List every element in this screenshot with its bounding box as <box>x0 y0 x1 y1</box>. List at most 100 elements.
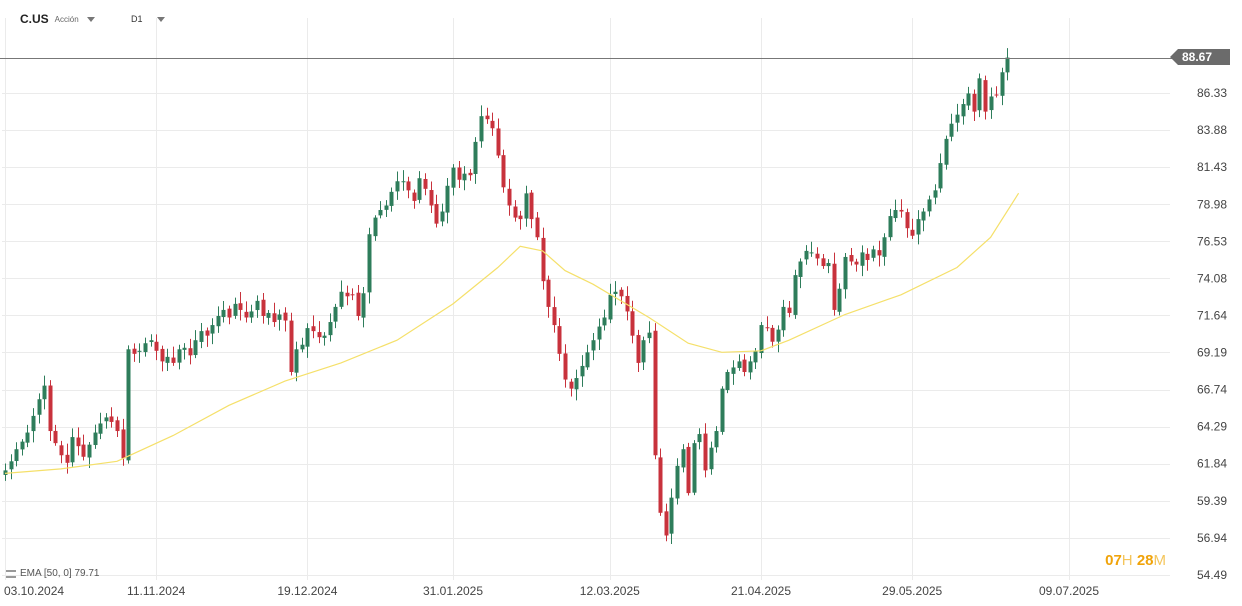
candle-body <box>686 446 691 494</box>
candle-body <box>261 299 266 316</box>
candle-body <box>384 205 389 210</box>
y-tick-label: 59.39 <box>1197 494 1227 508</box>
candle <box>115 416 120 437</box>
candle <box>440 203 445 227</box>
candle-body <box>401 181 406 183</box>
candle <box>994 86 999 98</box>
y-tick-label: 86.33 <box>1197 86 1227 100</box>
candle <box>787 300 792 318</box>
candle <box>14 442 19 467</box>
y-tick-label: 83.88 <box>1197 123 1227 137</box>
candle-body <box>345 292 350 297</box>
candle <box>132 343 137 362</box>
candle <box>339 280 344 310</box>
candle-body <box>154 341 159 351</box>
candle <box>406 176 411 199</box>
candle-body <box>955 114 960 123</box>
candle <box>479 105 484 148</box>
candle <box>557 317 562 362</box>
candle-body <box>658 457 663 513</box>
candle <box>249 304 254 323</box>
candle-body <box>630 311 635 336</box>
candle-body <box>132 348 137 354</box>
candle-body <box>748 361 753 373</box>
symbol-dropdown-icon[interactable] <box>86 16 95 22</box>
candle-body <box>317 332 322 338</box>
candle-body <box>916 219 921 235</box>
countdown-hours: 07 <box>1105 552 1122 569</box>
candle <box>294 341 299 382</box>
candle-body <box>322 335 327 338</box>
chart-header: C.US Acción <box>20 10 95 28</box>
candle <box>524 185 529 227</box>
candle-body <box>641 340 646 363</box>
candle <box>81 434 86 461</box>
candle <box>137 343 142 363</box>
candle <box>104 413 109 429</box>
x-tick-label: 31.01.2025 <box>423 584 483 598</box>
indicator-legend[interactable]: EMA [50, 0] 79.71 <box>6 568 100 579</box>
candle-body <box>227 308 232 318</box>
candle-body <box>972 93 977 112</box>
x-tick-label: 11.11.2024 <box>127 584 186 598</box>
timeframe-selector[interactable]: D1 <box>131 14 165 24</box>
candle <box>636 329 641 373</box>
candle-body <box>765 327 770 329</box>
timeframe-dropdown-icon[interactable] <box>156 16 165 22</box>
candle <box>165 348 170 371</box>
candle <box>311 315 316 339</box>
candle-body <box>675 465 680 499</box>
candle <box>832 252 837 316</box>
indicator-icon[interactable] <box>6 569 16 578</box>
candle-body <box>513 206 518 218</box>
candle <box>591 333 596 361</box>
candle <box>798 258 803 289</box>
candle-body <box>804 250 809 260</box>
candle-body <box>451 167 456 188</box>
candle <box>725 369 730 394</box>
candle-body <box>625 295 630 312</box>
candle-body <box>815 253 820 259</box>
candle-body <box>473 141 478 174</box>
candle <box>563 344 568 388</box>
candle-body <box>557 326 562 354</box>
candle-body <box>737 361 742 368</box>
candle <box>193 330 198 359</box>
candle <box>423 173 428 196</box>
candle <box>205 327 210 347</box>
candle-body <box>457 167 462 180</box>
y-axis: 86.33 83.88 81.43 78.98 76.53 74.08 71.64 69.19… <box>1197 86 1227 582</box>
candle-body <box>585 352 590 368</box>
candle <box>109 407 114 428</box>
candle-body <box>843 256 848 290</box>
candle-body <box>933 190 938 198</box>
candle-body <box>333 306 338 322</box>
candle-body <box>283 312 288 321</box>
candle <box>983 75 988 120</box>
candle <box>216 306 221 333</box>
candle-body <box>496 128 501 156</box>
countdown-minutes-unit: M <box>1153 552 1167 569</box>
candle-body <box>569 381 574 389</box>
candle-body <box>541 237 546 282</box>
candle <box>149 334 154 347</box>
x-tick-label: 03.10.2024 <box>4 584 64 598</box>
candle-body <box>882 237 887 257</box>
candle <box>770 325 775 348</box>
candle <box>529 190 534 229</box>
candle-body <box>182 347 187 350</box>
candle <box>199 323 204 349</box>
candle <box>938 153 943 193</box>
candle <box>849 248 854 266</box>
candle <box>154 334 159 361</box>
candle <box>227 305 232 325</box>
candle-body <box>389 191 394 206</box>
candle <box>305 323 310 358</box>
candle-body <box>339 291 344 307</box>
candle-body <box>48 385 53 432</box>
candle <box>737 354 742 371</box>
candle <box>776 325 781 353</box>
candle-body <box>216 315 221 327</box>
candle <box>272 302 277 327</box>
